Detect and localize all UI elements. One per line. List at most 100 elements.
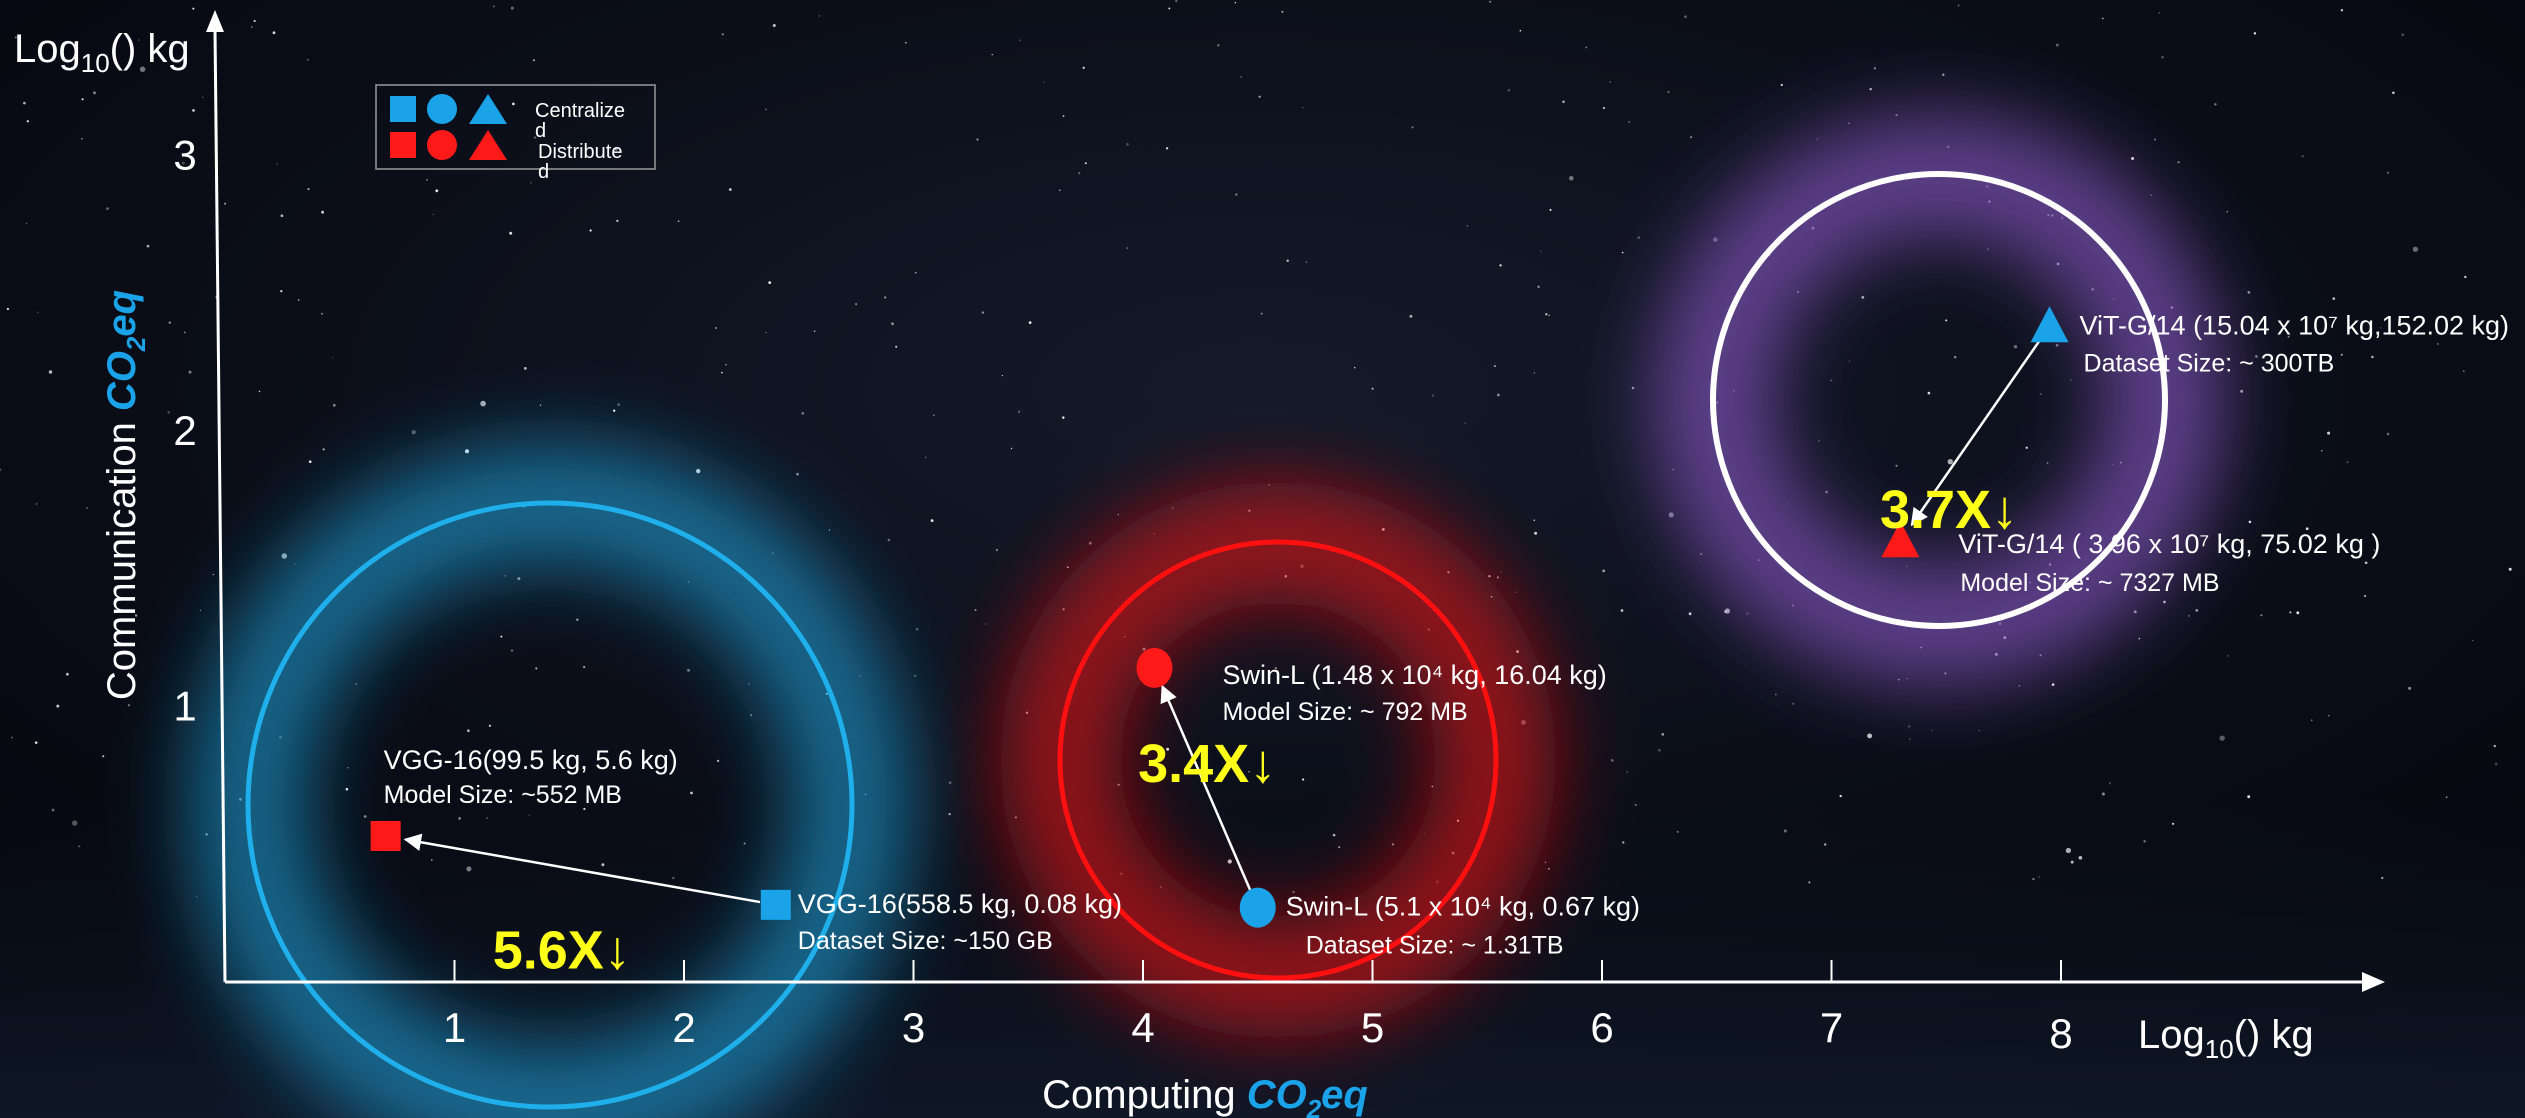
data-layer: VGG-16(558.5 kg, 0.08 kg) Dataset Size: ~… [370, 306, 2509, 980]
star [308, 460, 312, 464]
x-axis-title-prefix: Computing [1042, 1073, 1247, 1117]
star [1175, 0, 1178, 3]
star [1082, 66, 1085, 69]
star [2187, 614, 2191, 617]
star [796, 472, 799, 476]
star [307, 188, 310, 191]
star [1409, 314, 1413, 318]
star [2226, 655, 2229, 657]
star [199, 609, 202, 612]
star [1235, 193, 1238, 196]
star [464, 449, 470, 454]
x-axis-unit-main: Log [2138, 1013, 2205, 1057]
star [2226, 210, 2229, 213]
star [1493, 365, 1496, 368]
star [1537, 285, 1540, 288]
star [1489, 0, 1492, 3]
star [765, 331, 767, 334]
star [1519, 29, 1522, 32]
x-axis-title-emph: CO [1247, 1073, 1307, 1117]
star [2247, 795, 2251, 799]
star [2161, 55, 2164, 59]
star [1628, 121, 1630, 123]
star [2373, 549, 2376, 551]
star [192, 109, 195, 112]
star [2321, 450, 2323, 452]
legend-distributed-circle-icon [427, 130, 457, 160]
star [1545, 313, 1548, 316]
star [2305, 527, 2309, 531]
x-ticks: 1 2 3 4 5 6 7 8 [443, 960, 2073, 1057]
legend-centralized-circle-icon [427, 94, 457, 124]
x-tick-label: 2 [672, 1004, 695, 1051]
star [467, 729, 470, 732]
star [56, 704, 60, 708]
star [0, 468, 2, 471]
star [2289, 611, 2292, 614]
star [1084, 162, 1087, 165]
star [2508, 567, 2512, 571]
star [2226, 357, 2229, 360]
star [717, 759, 720, 762]
star [1908, 725, 1911, 728]
star [1411, 126, 1414, 129]
star [504, 574, 507, 577]
star [512, 102, 515, 106]
star [346, 766, 349, 769]
star [509, 231, 513, 235]
star [2177, 160, 2180, 164]
x-tick-label: 3 [902, 1004, 925, 1051]
star [1301, 778, 1305, 781]
star [2150, 194, 2152, 196]
y-axis-title-prefix: Communication [100, 411, 144, 700]
star [1549, 208, 1552, 211]
star [728, 188, 732, 191]
star [2219, 735, 2225, 741]
star [258, 390, 261, 393]
star [1839, 794, 1842, 798]
star [1895, 114, 1898, 117]
star [2109, 781, 2111, 784]
star [1661, 733, 1665, 736]
y-axis-title-sub: 2 [121, 336, 151, 352]
star [981, 311, 985, 314]
star [168, 321, 171, 324]
star [530, 182, 532, 184]
reduction-label: 3.7X↓ [1880, 480, 2018, 540]
star [1533, 372, 1536, 374]
star [15, 36, 17, 39]
star [1117, 513, 1119, 516]
distributed-label: VGG-16(99.5 kg, 5.6 kg) [384, 745, 678, 775]
star [612, 409, 616, 412]
star [1464, 422, 1466, 424]
star [2371, 355, 2374, 359]
star [2101, 792, 2105, 796]
star [768, 281, 772, 285]
star [813, 330, 816, 333]
star [2392, 91, 2395, 95]
star [2332, 297, 2336, 300]
y-tick-label: 1 [173, 683, 196, 730]
model-ring [1057, 539, 1499, 981]
star [35, 502, 38, 506]
star [1816, 138, 1819, 140]
star [426, 178, 429, 181]
x-axis-title-sub: 2 [1306, 1094, 1322, 1118]
star [127, 703, 131, 707]
star [696, 468, 701, 474]
star [1258, 95, 1261, 98]
centralized-sublabel: Dataset Size: ~ 1.31TB [1306, 932, 1564, 960]
star [1602, 106, 1605, 110]
star [725, 364, 727, 366]
star [1274, 667, 1277, 669]
y-tick-label: 2 [173, 407, 196, 454]
distributed-sublabel: Model Size: ~552 MB [384, 781, 622, 809]
star [1909, 738, 1911, 740]
y-tick-label: 3 [173, 132, 196, 179]
star [932, 414, 935, 417]
x-axis-title: Computing CO2eq [1042, 1073, 1368, 1118]
star [1497, 393, 1500, 397]
star [2493, 744, 2496, 748]
star [2327, 431, 2331, 435]
star [1499, 264, 1502, 267]
